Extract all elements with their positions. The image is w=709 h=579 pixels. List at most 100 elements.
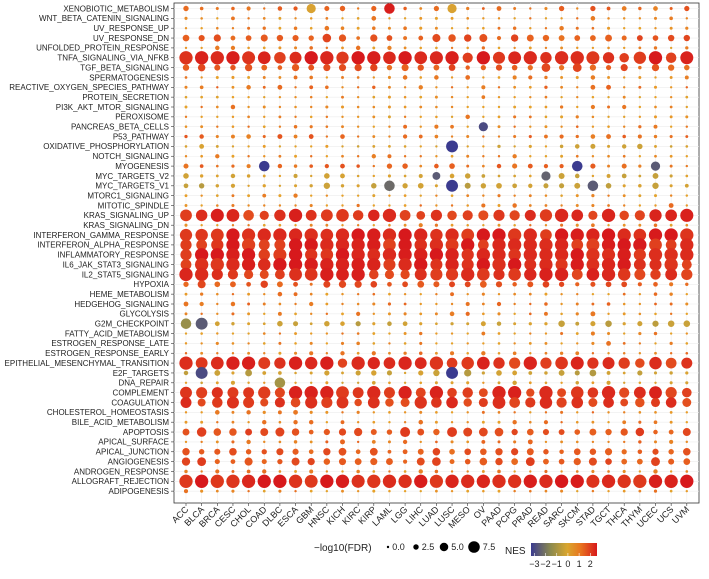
bubble (633, 474, 647, 488)
bubble (403, 145, 407, 148)
bubble (669, 292, 673, 296)
bubble (480, 448, 487, 456)
bubble (513, 17, 516, 20)
bubble (669, 341, 673, 346)
bubble (371, 5, 377, 12)
bubble (654, 154, 657, 158)
bubble (183, 281, 189, 287)
bubble (542, 34, 550, 42)
bubble (341, 371, 344, 375)
bubble (387, 105, 391, 109)
bubble (356, 224, 360, 227)
bubble (635, 427, 645, 437)
y-tick-label: UV_RESPONSE_DN (93, 34, 169, 43)
bubble (400, 427, 411, 438)
bubble (560, 440, 564, 444)
bubble (183, 301, 189, 307)
bubble (356, 440, 360, 444)
bubble (372, 95, 376, 99)
bubble (539, 386, 553, 400)
bubble (325, 489, 329, 493)
bubble (278, 371, 282, 375)
bubble (325, 302, 329, 306)
color-legend-label: −2 (540, 559, 550, 569)
bubble (386, 64, 393, 71)
y-tick-label: ANDROGEN_RESPONSE (74, 467, 169, 476)
bubble (617, 474, 631, 488)
bubble (184, 352, 188, 355)
bubble (571, 209, 584, 222)
bubble (576, 86, 579, 89)
bubble (529, 95, 532, 99)
bubble (544, 302, 548, 306)
bubble (372, 292, 376, 296)
bubble (416, 210, 426, 220)
bubble (682, 428, 691, 437)
bubble (554, 267, 569, 282)
bubble (604, 448, 613, 456)
bubble (685, 26, 689, 30)
bubble (497, 17, 501, 20)
bubble (590, 311, 596, 317)
bubble (558, 458, 565, 465)
bubble (445, 238, 459, 252)
bubble (262, 410, 266, 414)
bubble (622, 351, 626, 355)
bubble (340, 173, 345, 179)
bubble (184, 292, 188, 296)
bubble (356, 184, 360, 188)
bubble (183, 173, 189, 179)
y-tick-label: KRAS_SIGNALING_DN (83, 221, 169, 230)
bubble (466, 421, 469, 424)
bubble (685, 194, 689, 197)
bubble (576, 411, 579, 414)
bubble (466, 351, 469, 355)
bubble (606, 84, 611, 90)
bubble (497, 144, 501, 149)
bubble (589, 428, 597, 436)
bubble (466, 105, 469, 109)
bubble (528, 322, 532, 326)
bubble (590, 5, 596, 12)
bubble (367, 51, 381, 65)
bubble (432, 447, 441, 456)
bubble (259, 210, 269, 220)
bubble (605, 183, 612, 189)
bubble (590, 163, 596, 169)
bubble (180, 249, 192, 261)
bubble (638, 194, 642, 198)
bubble (450, 204, 454, 207)
bubble (654, 105, 657, 109)
bubble (388, 204, 391, 207)
bubble (590, 143, 596, 149)
bubble (623, 381, 626, 384)
bubble (247, 115, 250, 119)
bubble (607, 115, 610, 119)
bubble (341, 115, 344, 119)
bubble (403, 421, 407, 424)
bubble (652, 182, 659, 189)
bubble (309, 440, 313, 444)
bubble (274, 377, 286, 389)
bubble (653, 429, 658, 435)
bubble (481, 331, 486, 336)
bubble (434, 163, 439, 169)
bubble (529, 224, 532, 227)
bubble (230, 134, 235, 139)
bubble (180, 386, 192, 399)
bubble (617, 268, 631, 281)
bubble (211, 387, 223, 399)
bubble (229, 428, 237, 436)
bubble (607, 17, 610, 20)
bubble (304, 228, 318, 242)
bubble (450, 351, 455, 356)
bubble (382, 228, 397, 242)
bubble (529, 312, 532, 316)
bubble (560, 421, 563, 424)
bubble (450, 470, 454, 473)
bubble (309, 164, 313, 168)
bubble (464, 448, 471, 456)
bubble (200, 342, 203, 345)
bubble (621, 173, 627, 179)
bubble (247, 194, 251, 198)
